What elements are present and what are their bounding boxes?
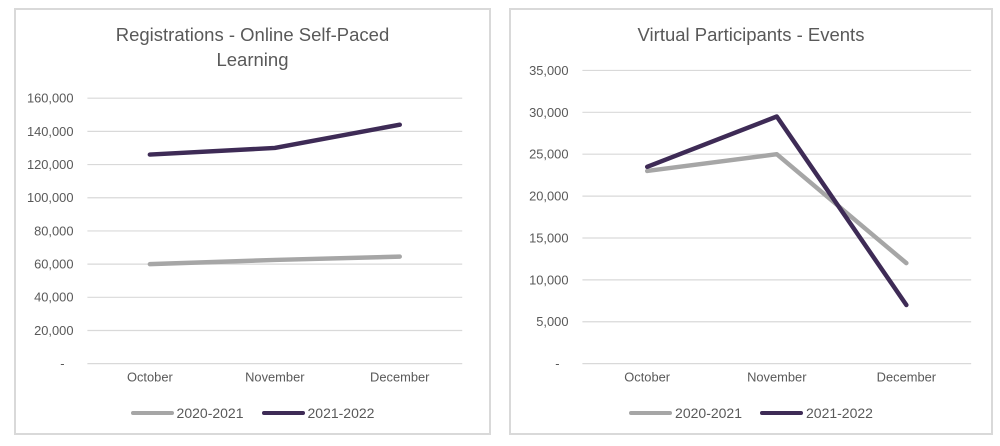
legend-item: 2021-2022 (261, 405, 375, 421)
plot-area: - 5,000 10,000 15,000 20,000 25,000 30,000 35,0… (529, 63, 972, 384)
chart-title-line: Registrations - Online Self-Paced (115, 24, 390, 45)
legend-label: 2021-2022 (806, 405, 873, 421)
series-line-2021-2022 (644, 114, 909, 308)
legend-label: 2021-2022 (307, 405, 375, 421)
legend-item: 2021-2022 (760, 405, 873, 421)
y-axis-label: 25,000 (529, 147, 568, 162)
y-axis-label: 20,000 (529, 189, 568, 204)
legend-line-swatch (629, 410, 673, 416)
series-line-2020-2021 (147, 254, 402, 267)
legend-label: 2020-2021 (176, 405, 244, 421)
y-axis-label: 35,000 (529, 63, 568, 78)
series-line-2021-2022 (147, 122, 402, 157)
legend-item: 2020-2021 (130, 405, 244, 421)
x-axis-label: November (747, 369, 807, 384)
y-axis-label: 80,000 (34, 223, 73, 238)
series-line-2020-2021 (644, 151, 909, 266)
x-axis-label: December (877, 369, 937, 384)
y-axis-label: 140,000 (27, 124, 74, 139)
y-axis-label: 20,000 (34, 323, 73, 338)
y-axis-label: 160,000 (27, 91, 74, 106)
x-axis-label: November (245, 369, 305, 384)
y-axis-label: 100,000 (27, 190, 74, 205)
chart-title: Registrations - Online Self-Paced Learni… (16, 22, 489, 72)
y-axis-label: - (555, 356, 559, 371)
x-axis-label: December (370, 369, 430, 384)
y-axis-label: 40,000 (34, 290, 73, 305)
legend-label: 2020-2021 (675, 405, 742, 421)
y-axis-label: 15,000 (529, 230, 568, 245)
legend-item: 2020-2021 (629, 405, 742, 421)
legend-line-swatch (760, 410, 803, 416)
y-axis-label: 120,000 (27, 157, 74, 172)
chart-title: Virtual Participants - Events (511, 22, 991, 47)
plot-area: - 20,000 40,000 60,000 80,000 100,000 120,000 1… (27, 91, 463, 384)
y-axis-label: 30,000 (529, 105, 568, 120)
y-axis-label: 60,000 (34, 257, 73, 272)
chart-title-line: Virtual Participants - Events (637, 24, 865, 45)
x-axis-label: October (127, 369, 174, 384)
legend-line-swatch (261, 410, 305, 416)
chart-panel-virtual-participants: Virtual Participants - Events - 5,000 10,0… (509, 8, 993, 435)
chart-panel-registrations: Registrations - Online Self-Paced Learni… (14, 8, 491, 435)
chart-title-line: Learning (216, 49, 289, 70)
legend-line-swatch (130, 410, 174, 416)
legend: 2020-2021 2021-2022 (511, 405, 991, 421)
legend: 2020-2021 2021-2022 (16, 405, 489, 421)
x-axis-label: October (624, 369, 671, 384)
y-axis-label: 5,000 (536, 314, 568, 329)
y-axis-label: - (60, 356, 64, 371)
y-axis-label: 10,000 (529, 272, 568, 287)
